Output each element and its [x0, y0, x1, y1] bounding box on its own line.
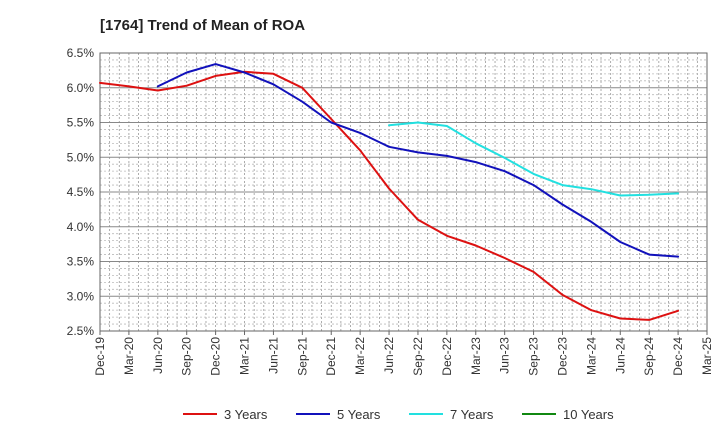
series-line-7-years [388, 121, 680, 197]
x-tick-label: Mar-24 [584, 337, 598, 375]
x-tick-label: Mar-21 [238, 337, 252, 375]
y-tick-label: 4.0% [67, 220, 95, 234]
x-tick-label: Dec-19 [93, 337, 107, 376]
chart-title: [1764] Trend of Mean of ROA [100, 17, 305, 34]
x-tick-label: Jun-22 [382, 337, 396, 374]
series-lines [99, 63, 680, 321]
x-tick-label: Sep-20 [180, 337, 194, 376]
series-line-3-years [99, 70, 680, 321]
y-tick-label: 6.5% [67, 46, 95, 60]
x-tick-label: Sep-21 [295, 337, 309, 376]
series-line-5-years [156, 63, 680, 258]
y-tick-label: 5.0% [67, 150, 95, 164]
x-tick-label: Dec-20 [209, 337, 223, 376]
y-axis: 2.5% 3.0% 3.5% 4.0% 4.5% 5.0% 5.5% 6.0% 6.5% [67, 46, 95, 338]
y-tick-label: 6.0% [67, 81, 95, 95]
x-tick-label: Mar-20 [122, 337, 136, 375]
plot-area-border [99, 52, 708, 332]
x-tick-label: Sep-23 [527, 337, 541, 376]
y-tick-label: 2.5% [67, 324, 95, 338]
x-tick-label: Mar-25 [700, 337, 714, 375]
y-tick-label: 5.5% [67, 116, 95, 130]
x-tick-label: Jun-20 [151, 337, 165, 374]
legend-label: 10 Years [563, 407, 614, 422]
x-tick-label: Dec-24 [671, 337, 685, 376]
x-tick-label: Mar-22 [353, 337, 367, 375]
x-tick-label: Mar-23 [469, 337, 483, 375]
legend-label: 3 Years [224, 407, 268, 422]
x-tick-label: Jun-24 [613, 337, 627, 374]
y-tick-label: 4.5% [67, 185, 95, 199]
y-tick-label: 3.0% [67, 289, 95, 303]
x-tick-label: Dec-22 [440, 337, 454, 376]
x-axis: Dec-19 Mar-20 Jun-20 Sep-20 Dec-20 Mar-21 Jun-… [93, 331, 714, 376]
y-tick-label: 3.5% [67, 255, 95, 269]
legend: 3 Years 5 Years 7 Years 10 Years [183, 407, 614, 422]
x-tick-label: Sep-22 [411, 337, 425, 376]
x-tick-label: Sep-24 [642, 337, 656, 376]
legend-label: 7 Years [450, 407, 494, 422]
grid-lines [100, 53, 707, 331]
legend-label: 5 Years [337, 407, 381, 422]
x-tick-label: Jun-23 [498, 337, 512, 374]
x-tick-label: Dec-21 [324, 337, 338, 376]
x-tick-label: Dec-23 [555, 337, 569, 376]
x-tick-label: Jun-21 [266, 337, 280, 374]
